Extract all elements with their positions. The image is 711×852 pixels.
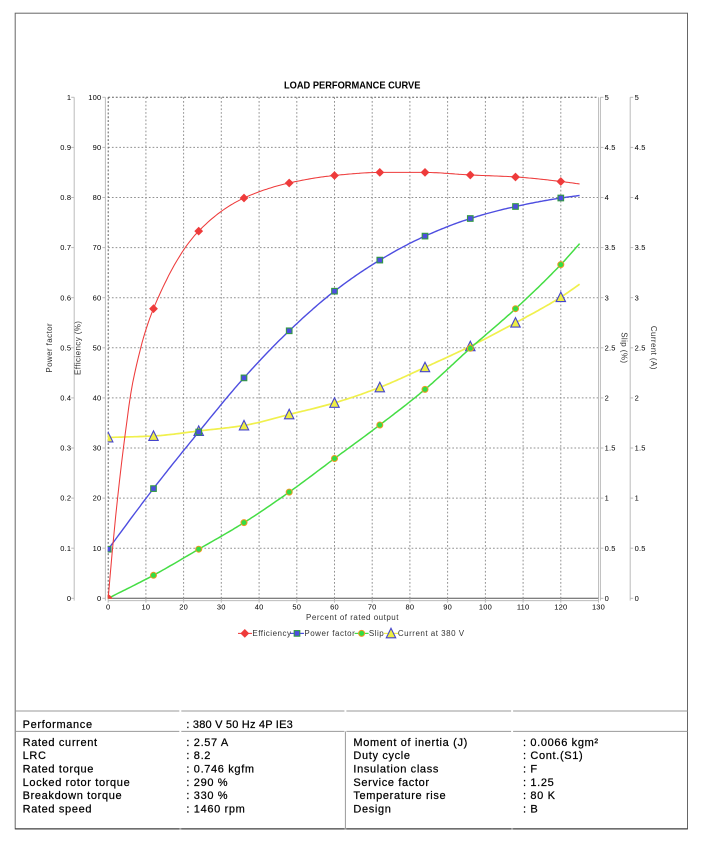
svg-text:40: 40 bbox=[93, 394, 102, 403]
svg-text:5: 5 bbox=[605, 93, 609, 102]
svg-text:1.5: 1.5 bbox=[605, 444, 616, 453]
svg-text:100: 100 bbox=[88, 93, 101, 102]
svg-text:0.8: 0.8 bbox=[60, 193, 71, 202]
svg-text:: F: : F bbox=[523, 764, 538, 776]
svg-text:0.4: 0.4 bbox=[60, 394, 71, 403]
svg-text:20: 20 bbox=[93, 494, 102, 503]
svg-text:: 8.2: : 8.2 bbox=[186, 750, 211, 762]
svg-text:110: 110 bbox=[517, 603, 530, 612]
svg-text:0.1: 0.1 bbox=[60, 544, 71, 553]
svg-text:120: 120 bbox=[554, 603, 567, 612]
svg-text:3: 3 bbox=[605, 293, 609, 302]
svg-text:Duty cycle: Duty cycle bbox=[353, 750, 410, 762]
svg-text:3.5: 3.5 bbox=[605, 243, 616, 252]
svg-text:Rated current: Rated current bbox=[23, 737, 98, 749]
svg-text:5: 5 bbox=[635, 93, 639, 102]
svg-text:Temperature rise: Temperature rise bbox=[353, 790, 446, 802]
svg-text:Power factor: Power factor bbox=[304, 629, 355, 638]
svg-text:: B: : B bbox=[523, 803, 538, 815]
svg-text:90: 90 bbox=[93, 143, 102, 152]
svg-text:60: 60 bbox=[93, 293, 102, 302]
svg-text:Current at 380 V: Current at 380 V bbox=[398, 629, 465, 638]
svg-text:: 380 V 50 Hz 4P IE3: : 380 V 50 Hz 4P IE3 bbox=[186, 719, 293, 731]
svg-text:4: 4 bbox=[635, 193, 639, 202]
svg-text:3.5: 3.5 bbox=[635, 243, 646, 252]
svg-text:50: 50 bbox=[93, 343, 102, 352]
svg-text:1: 1 bbox=[67, 93, 71, 102]
svg-text:10: 10 bbox=[142, 603, 151, 612]
svg-text:Service factor: Service factor bbox=[353, 777, 429, 789]
svg-text:2.5: 2.5 bbox=[605, 343, 616, 352]
svg-text:: 290 %: : 290 % bbox=[186, 777, 228, 789]
svg-text:Percent of rated output: Percent of rated output bbox=[306, 613, 399, 622]
svg-text:: 330 %: : 330 % bbox=[186, 790, 228, 802]
svg-text:4.5: 4.5 bbox=[605, 143, 616, 152]
svg-text:Current (A): Current (A) bbox=[649, 326, 658, 370]
svg-text:Rated speed: Rated speed bbox=[23, 803, 93, 815]
svg-text:1: 1 bbox=[605, 494, 609, 503]
svg-text:0.5: 0.5 bbox=[635, 544, 646, 553]
svg-text:70: 70 bbox=[368, 603, 377, 612]
svg-text:LRC: LRC bbox=[23, 750, 47, 762]
svg-text:: 80 K: : 80 K bbox=[523, 790, 556, 802]
svg-text:60: 60 bbox=[330, 603, 339, 612]
svg-text:0.5: 0.5 bbox=[605, 544, 616, 553]
svg-text:70: 70 bbox=[93, 243, 102, 252]
svg-text:Moment of inertia (J): Moment of inertia (J) bbox=[353, 737, 468, 749]
svg-text:100: 100 bbox=[479, 603, 492, 612]
svg-text:50: 50 bbox=[292, 603, 301, 612]
svg-text:2: 2 bbox=[605, 394, 609, 403]
svg-text:: 0.746 kgfm: : 0.746 kgfm bbox=[186, 764, 254, 776]
svg-text:0: 0 bbox=[106, 603, 110, 612]
svg-text:0: 0 bbox=[67, 594, 71, 603]
svg-text:20: 20 bbox=[179, 603, 188, 612]
svg-text:0.7: 0.7 bbox=[60, 243, 71, 252]
svg-text:0: 0 bbox=[605, 594, 609, 603]
svg-text:: 1460 rpm: : 1460 rpm bbox=[186, 803, 245, 815]
svg-text:Locked rotor torque: Locked rotor torque bbox=[23, 777, 131, 789]
svg-text:: Cont.(S1): : Cont.(S1) bbox=[523, 750, 583, 762]
svg-text:80: 80 bbox=[93, 193, 102, 202]
svg-text:0.2: 0.2 bbox=[60, 494, 71, 503]
svg-text:2: 2 bbox=[635, 394, 639, 403]
svg-text:10: 10 bbox=[93, 544, 102, 553]
svg-text:1.5: 1.5 bbox=[635, 444, 646, 453]
svg-text:30: 30 bbox=[217, 603, 226, 612]
svg-text:Rated torque: Rated torque bbox=[23, 764, 94, 776]
svg-text:2.5: 2.5 bbox=[635, 343, 646, 352]
svg-text:80: 80 bbox=[406, 603, 415, 612]
svg-text:4: 4 bbox=[605, 193, 609, 202]
svg-text:0: 0 bbox=[97, 594, 101, 603]
svg-text:Performance: Performance bbox=[23, 719, 93, 731]
svg-text:4.5: 4.5 bbox=[635, 143, 646, 152]
svg-text:3: 3 bbox=[635, 293, 639, 302]
svg-text:Insulation class: Insulation class bbox=[353, 764, 439, 776]
svg-text:30: 30 bbox=[93, 444, 102, 453]
svg-text:LOAD PERFORMANCE CURVE: LOAD PERFORMANCE CURVE bbox=[284, 80, 421, 92]
svg-text:0.9: 0.9 bbox=[60, 143, 71, 152]
svg-text:0.3: 0.3 bbox=[60, 444, 71, 453]
svg-text:: 0.0066 kgm²: : 0.0066 kgm² bbox=[523, 737, 599, 749]
svg-text:0.5: 0.5 bbox=[60, 343, 71, 352]
svg-text:Design: Design bbox=[353, 803, 391, 815]
svg-text:: 2.57 A: : 2.57 A bbox=[186, 737, 229, 749]
svg-text:40: 40 bbox=[255, 603, 264, 612]
svg-text:Breakdown torque: Breakdown torque bbox=[23, 790, 123, 802]
svg-text:Efficiency (%): Efficiency (%) bbox=[74, 321, 83, 375]
svg-text:Slip: Slip bbox=[369, 629, 384, 638]
svg-text:130: 130 bbox=[592, 603, 605, 612]
svg-text:0: 0 bbox=[635, 594, 639, 603]
svg-text:1: 1 bbox=[635, 494, 639, 503]
svg-text:Efficiency: Efficiency bbox=[252, 629, 291, 638]
svg-text:: 1.25: : 1.25 bbox=[523, 777, 554, 789]
svg-text:Power factor: Power factor bbox=[45, 323, 54, 373]
svg-text:0.6: 0.6 bbox=[60, 293, 71, 302]
svg-text:90: 90 bbox=[443, 603, 452, 612]
svg-text:Slip (%): Slip (%) bbox=[620, 332, 629, 363]
